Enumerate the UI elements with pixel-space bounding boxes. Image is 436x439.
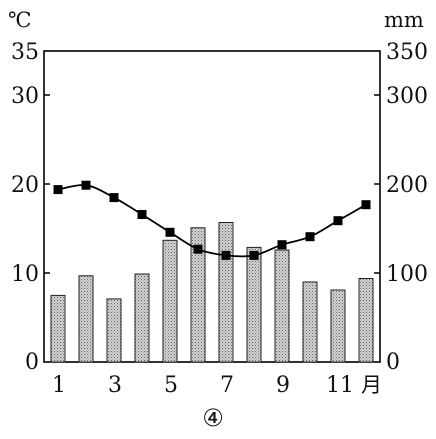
plot-frame <box>43 50 381 363</box>
precip-bar-10 <box>302 281 318 363</box>
left-axis: 35 30 20 10 0 <box>11 40 50 375</box>
precip-bar-5 <box>162 239 178 363</box>
x-tick-label-9: 9 <box>276 373 290 398</box>
left-tick-label-0: 0 <box>25 350 39 375</box>
x-tick-label-1: 1 <box>52 373 66 398</box>
precip-bar-1 <box>50 294 66 363</box>
temp-marker-8 <box>249 250 259 260</box>
right-tick-label-350: 350 <box>386 40 428 65</box>
precip-bar-12 <box>358 278 374 363</box>
temp-marker-2 <box>81 180 91 190</box>
temp-marker-6 <box>193 244 203 254</box>
chart-caption: ④ <box>202 404 224 432</box>
precip-bar-7 <box>218 222 234 363</box>
precipitation-bars <box>50 222 374 363</box>
left-tick-label-20: 20 <box>11 173 39 198</box>
x-tick-label-3: 3 <box>108 373 122 398</box>
right-tick-label-200: 200 <box>386 173 428 198</box>
temp-marker-3 <box>109 193 119 203</box>
temp-marker-7 <box>221 250 231 260</box>
precip-bar-4 <box>134 273 150 363</box>
temp-marker-11 <box>333 216 343 226</box>
right-axis-unit: mm <box>384 8 424 32</box>
precip-bar-8 <box>246 246 262 363</box>
right-tick-label-0: 0 <box>386 350 400 375</box>
left-tick-label-35: 35 <box>11 40 39 65</box>
temperature-series <box>53 180 371 260</box>
x-tick-label-11: 11 <box>326 373 354 398</box>
precip-bar-2 <box>78 275 94 363</box>
precip-bar-11 <box>330 289 346 363</box>
temp-marker-5 <box>165 227 175 237</box>
x-unit-month: 月 <box>361 373 382 397</box>
x-tick-label-7: 7 <box>220 373 234 398</box>
x-axis: 1 3 5 7 9 11 月 <box>52 373 382 398</box>
right-tick-label-300: 300 <box>386 84 428 109</box>
precip-bar-3 <box>106 298 122 363</box>
precip-bar-9 <box>274 249 290 363</box>
left-tick-label-10: 10 <box>11 262 39 287</box>
temp-marker-4 <box>137 210 147 219</box>
temperature-line <box>57 184 367 258</box>
temp-marker-9 <box>277 240 287 250</box>
temp-marker-12 <box>361 200 371 210</box>
right-axis: 350 300 200 100 0 <box>374 40 428 375</box>
temp-marker-1 <box>53 185 63 195</box>
x-tick-label-5: 5 <box>164 373 178 398</box>
left-axis-unit: ℃ <box>8 8 32 32</box>
precip-bar-6 <box>190 227 206 363</box>
temp-marker-10 <box>305 232 315 242</box>
right-tick-label-100: 100 <box>386 262 428 287</box>
left-tick-label-30: 30 <box>11 84 39 109</box>
